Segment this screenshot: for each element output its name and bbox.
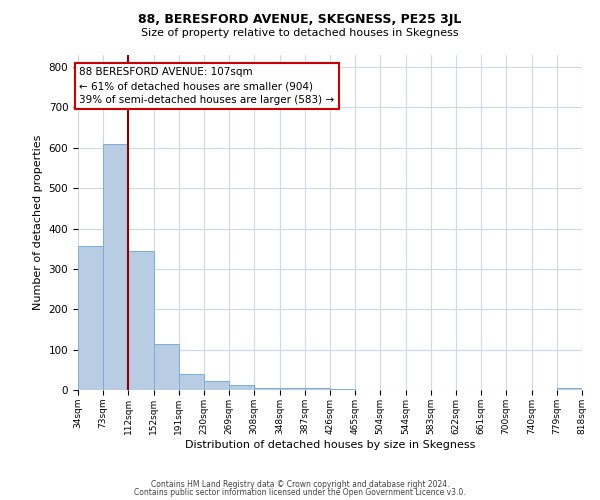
Bar xyxy=(254,388,280,390)
Bar xyxy=(128,251,154,390)
Text: 88, BERESFORD AVENUE, SKEGNESS, PE25 3JL: 88, BERESFORD AVENUE, SKEGNESS, PE25 3JL xyxy=(139,12,461,26)
Y-axis label: Number of detached properties: Number of detached properties xyxy=(33,135,43,310)
Text: Size of property relative to detached houses in Skegness: Size of property relative to detached ho… xyxy=(141,28,459,38)
Bar xyxy=(154,344,179,390)
Text: Contains public sector information licensed under the Open Government Licence v3: Contains public sector information licen… xyxy=(134,488,466,497)
Bar xyxy=(557,388,582,390)
Text: 88 BERESFORD AVENUE: 107sqm
← 61% of detached houses are smaller (904)
39% of se: 88 BERESFORD AVENUE: 107sqm ← 61% of det… xyxy=(79,67,334,105)
Bar xyxy=(204,381,229,390)
Bar xyxy=(305,388,330,390)
Bar xyxy=(280,388,305,390)
X-axis label: Distribution of detached houses by size in Skegness: Distribution of detached houses by size … xyxy=(185,440,475,450)
Bar xyxy=(103,144,128,390)
Text: Contains HM Land Registry data © Crown copyright and database right 2024.: Contains HM Land Registry data © Crown c… xyxy=(151,480,449,489)
Bar xyxy=(78,246,103,390)
Bar xyxy=(330,389,355,390)
Bar xyxy=(229,385,254,390)
Bar xyxy=(179,374,204,390)
